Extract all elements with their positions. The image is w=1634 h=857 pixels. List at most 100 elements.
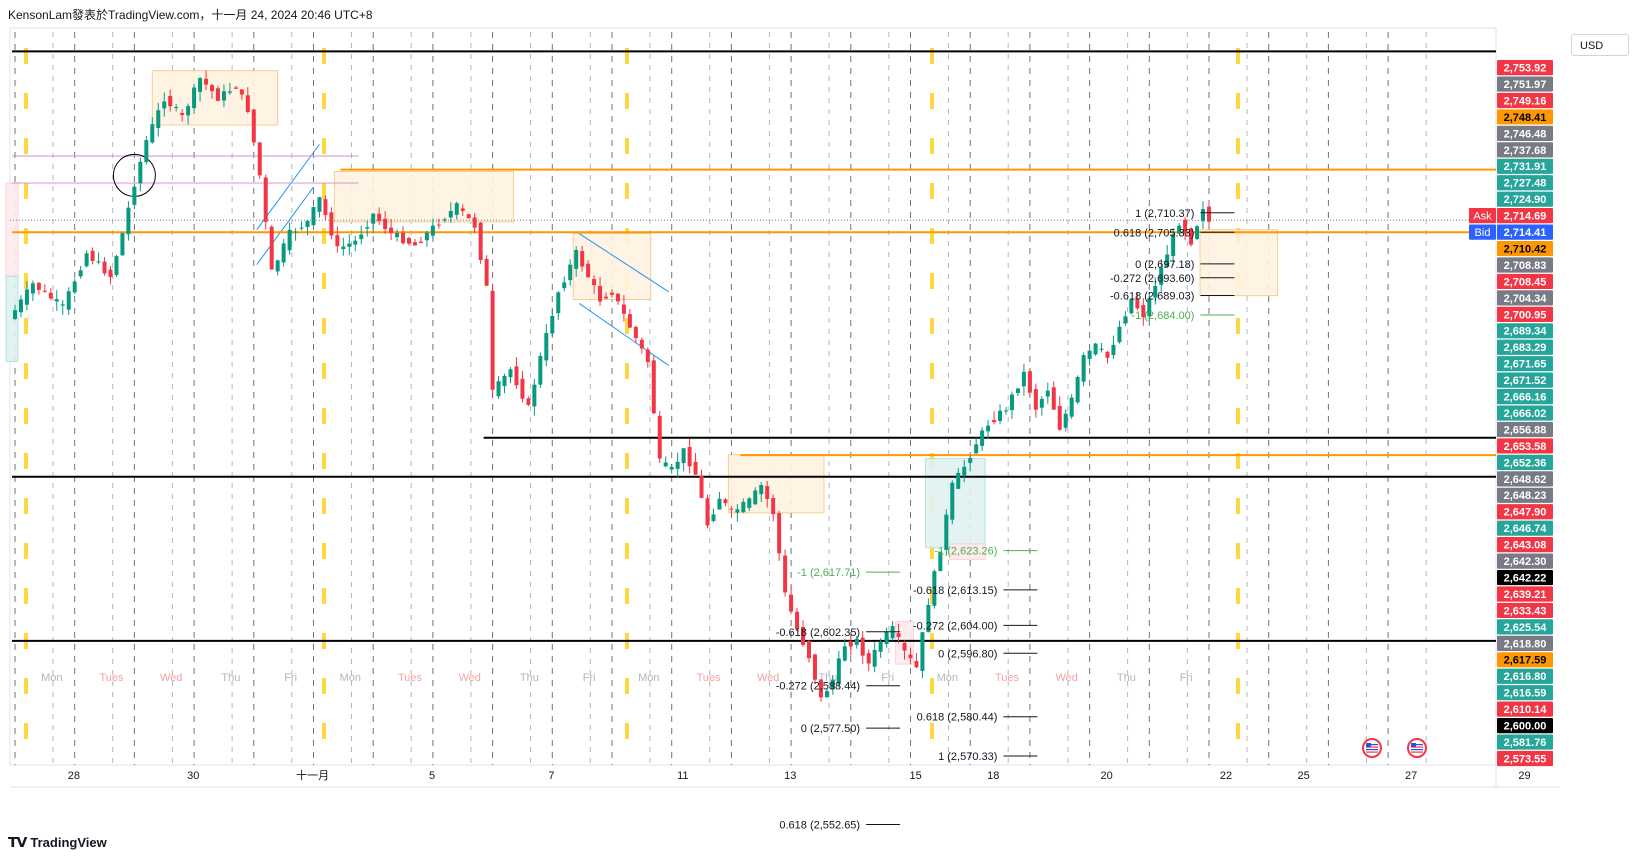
price-axis-label[interactable]: 2,683.29 xyxy=(1504,342,1547,354)
candle-body xyxy=(1081,355,1086,382)
price-zone-box[interactable] xyxy=(5,275,19,363)
price-axis-label[interactable]: 2,710.42 xyxy=(1504,243,1547,255)
candle-body xyxy=(878,641,883,652)
candle-body xyxy=(347,243,352,247)
channel-line[interactable] xyxy=(578,233,669,293)
price-axis-label[interactable]: 2,652.36 xyxy=(1504,457,1547,469)
price-axis-label[interactable]: 2,671.65 xyxy=(1504,359,1547,371)
candle-body xyxy=(1141,305,1146,318)
price-axis-label[interactable]: 2,748.41 xyxy=(1504,112,1547,124)
price-axis-label[interactable]: 2,616.80 xyxy=(1504,671,1547,683)
price-axis-label[interactable]: 2,600.00 xyxy=(1504,721,1547,733)
currency-button[interactable]: USD xyxy=(1571,34,1629,56)
candle-body xyxy=(1159,267,1164,285)
plot-area[interactable] xyxy=(9,27,1497,766)
price-axis-label[interactable]: 2,653.58 xyxy=(1504,441,1547,453)
candle-body xyxy=(747,498,752,508)
price-axis-label[interactable]: 2,714.69 xyxy=(1504,211,1547,223)
price-axis-label[interactable]: 2,708.83 xyxy=(1504,260,1547,272)
price-axis-label[interactable]: 2,753.92 xyxy=(1504,63,1547,75)
candle-body xyxy=(1206,206,1211,222)
price-axis-label[interactable]: 2,643.08 xyxy=(1504,540,1547,552)
price-axis-label[interactable]: 2,616.59 xyxy=(1504,688,1547,700)
time-axis-tick-label: 13 xyxy=(784,770,796,782)
price-zone-box[interactable] xyxy=(333,171,514,223)
price-zone-box[interactable] xyxy=(151,70,279,126)
candle-body xyxy=(1039,398,1044,408)
price-axis-label[interactable]: 2,647.90 xyxy=(1504,507,1547,519)
price-axis-label[interactable]: 2,671.52 xyxy=(1504,375,1547,387)
price-axis-label[interactable]: 2,714.41 xyxy=(1504,227,1547,239)
candle-body xyxy=(395,233,400,238)
channel-line[interactable] xyxy=(578,302,669,366)
price-axis-label[interactable]: 2,610.14 xyxy=(1504,704,1548,716)
candle-body xyxy=(323,199,328,216)
price-axis-label[interactable]: 2,646.74 xyxy=(1504,523,1548,535)
price-axis-label[interactable]: 2,581.76 xyxy=(1504,737,1547,749)
price-axis-label[interactable]: 2,648.23 xyxy=(1504,490,1547,502)
session-day-label: Thu xyxy=(221,672,240,684)
price-axis-label[interactable]: 2,708.45 xyxy=(1504,276,1547,288)
candle-body xyxy=(741,501,746,513)
price-axis-label[interactable]: 2,746.48 xyxy=(1504,128,1547,140)
fib-level-label: -0.618 (2,689.03) xyxy=(1110,291,1194,303)
candle-body xyxy=(221,91,226,101)
candle-body xyxy=(42,290,47,292)
price-axis-label[interactable]: 2,656.88 xyxy=(1504,424,1547,436)
price-axis-label[interactable]: 2,617.59 xyxy=(1504,655,1547,667)
price-axis-label[interactable]: 2,724.90 xyxy=(1504,194,1547,206)
price-axis-label[interactable]: 2,625.54 xyxy=(1504,622,1548,634)
candle-body xyxy=(580,251,585,267)
candle-body xyxy=(854,638,859,645)
price-axis-label[interactable]: 2,689.34 xyxy=(1504,326,1548,338)
price-zone-box[interactable] xyxy=(5,182,19,277)
candle-body xyxy=(717,498,722,510)
candle-body xyxy=(12,310,17,319)
candle-body xyxy=(1147,298,1152,317)
candle-body xyxy=(72,281,77,293)
price-axis-label[interactable]: 2,731.91 xyxy=(1504,161,1547,173)
candle-body xyxy=(586,263,591,278)
price-axis-label[interactable]: 2,639.21 xyxy=(1504,589,1547,601)
us-flag-icon[interactable] xyxy=(1362,738,1382,758)
price-axis-label[interactable]: 2,633.43 xyxy=(1504,605,1547,617)
candle-body xyxy=(90,250,95,261)
price-axis-label[interactable]: 2,700.95 xyxy=(1504,309,1547,321)
price-axis-label[interactable]: 2,666.02 xyxy=(1504,408,1547,420)
price-axis-label[interactable]: 2,648.62 xyxy=(1504,474,1547,486)
price-zone-box[interactable] xyxy=(948,543,986,560)
price-axis-label[interactable]: 2,573.55 xyxy=(1504,753,1547,765)
candle-body xyxy=(84,253,89,267)
us-flag-icon[interactable] xyxy=(1407,738,1427,758)
price-axis-label[interactable]: 2,749.16 xyxy=(1504,95,1547,107)
price-axis-label[interactable]: 2,666.16 xyxy=(1504,392,1547,404)
price-axis-label[interactable]: 2,704.34 xyxy=(1504,293,1548,305)
candle-body xyxy=(162,101,167,109)
price-axis-label[interactable]: 2,727.48 xyxy=(1504,178,1547,190)
fib-level-label: -0.272 (2,588.44) xyxy=(776,681,860,693)
time-axis-tick-label: 7 xyxy=(548,770,554,782)
price-axis-label-bg xyxy=(1497,734,1553,750)
candle-body xyxy=(102,261,107,274)
candle-body xyxy=(980,430,985,446)
channel-line[interactable] xyxy=(256,186,314,265)
time-axis-tick-label: 25 xyxy=(1298,770,1310,782)
candle-body xyxy=(180,112,185,116)
price-zone-box[interactable] xyxy=(1199,229,1279,297)
price-axis-label[interactable]: 2,737.68 xyxy=(1504,145,1547,157)
candle-body xyxy=(132,186,137,205)
candle-body xyxy=(633,326,638,339)
price-axis-label[interactable]: 2,751.97 xyxy=(1504,79,1547,91)
price-axis-label-bg xyxy=(1497,60,1553,76)
candle-body xyxy=(544,333,549,361)
candle-body xyxy=(1135,298,1140,309)
price-axis-label[interactable]: 2,642.22 xyxy=(1504,572,1547,584)
price-axis-label[interactable]: 2,642.30 xyxy=(1504,556,1547,568)
price-zone-box[interactable] xyxy=(924,458,986,549)
candle-body xyxy=(693,461,698,475)
candle-body xyxy=(1099,348,1104,350)
price-axis-label-bg xyxy=(1497,520,1553,536)
candle-body xyxy=(1075,377,1080,403)
price-axis-label[interactable]: 2,618.80 xyxy=(1504,638,1547,650)
